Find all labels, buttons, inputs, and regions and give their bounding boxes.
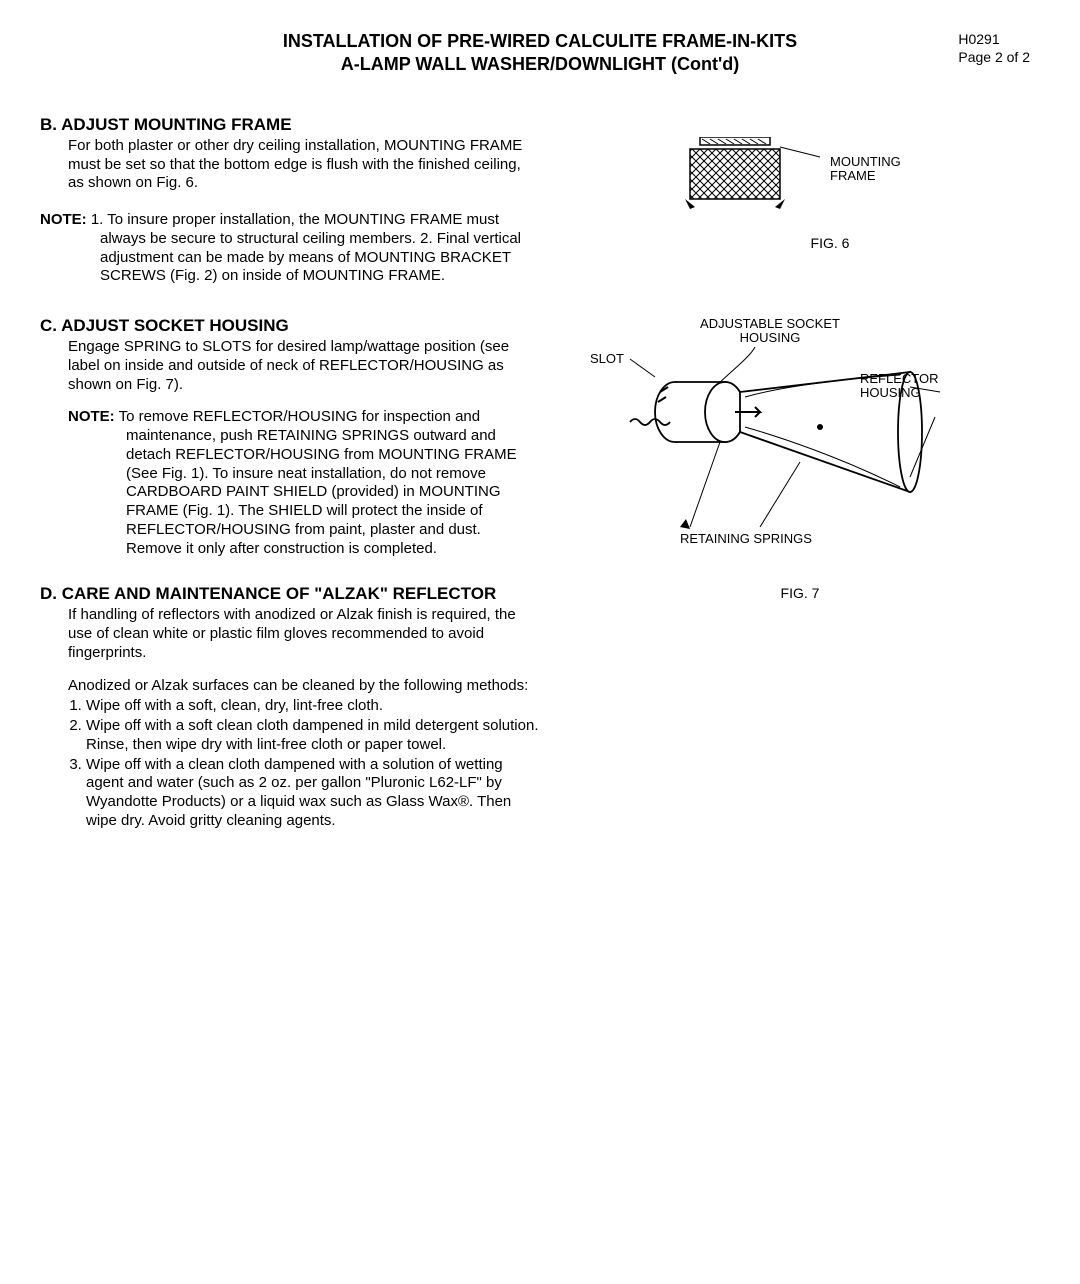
header-right: H0291 Page 2 of 2 bbox=[958, 30, 1030, 66]
figure-6: MOUNTING FRAME FIG. 6 bbox=[560, 137, 1040, 267]
fig7-label-reflector-housing-text: REFLECTOR HOUSING bbox=[860, 371, 939, 400]
fig6-label-text: MOUNTING FRAME bbox=[830, 154, 901, 183]
section-c-note-inline: To remove REFLECTOR/HOUSING for inspecti… bbox=[119, 408, 517, 556]
page: H0291 Page 2 of 2 INSTALLATION OF PRE-WI… bbox=[0, 30, 1080, 872]
fig7-label-retaining-springs: RETAINING SPRINGS bbox=[680, 532, 812, 546]
section-c-note: NOTE: To remove REFLECTOR/HOUSING for in… bbox=[68, 408, 540, 558]
fig6-label-mounting-frame: MOUNTING FRAME bbox=[830, 155, 920, 184]
header-code: H0291 bbox=[958, 30, 1030, 48]
list-item: Wipe off with a soft, clean, dry, lint-f… bbox=[86, 697, 540, 716]
fig7-label-retaining-springs-text: RETAINING SPRINGS bbox=[680, 531, 812, 546]
section-b-note: NOTE: 1. To insure proper installation, … bbox=[40, 211, 540, 286]
fig6-caption: FIG. 6 bbox=[620, 235, 1040, 251]
header-page-line: Page 2 of 2 bbox=[958, 48, 1030, 66]
fig7-label-adjustable-socket-text: ADJUSTABLE SOCKET HOUSING bbox=[700, 316, 840, 345]
section-c-body: Engage SPRING to SLOTS for desired lamp/… bbox=[68, 338, 540, 394]
list-item: Wipe off with a soft clean cloth dampene… bbox=[86, 717, 540, 755]
section-b-body: For both plaster or other dry ceiling in… bbox=[68, 137, 540, 193]
note-label: NOTE: bbox=[40, 211, 87, 228]
note-label: NOTE: bbox=[68, 408, 115, 425]
left-column: B. ADJUST MOUNTING FRAME For both plaste… bbox=[40, 107, 540, 832]
section-d-heading-text: D. CARE AND MAINTENANCE OF "ALZAK" REFLE… bbox=[40, 584, 496, 603]
section-d-list: Wipe off with a soft, clean, dry, lint-f… bbox=[68, 697, 540, 830]
section-b-note-body: 1. To insure proper installation, the MO… bbox=[91, 211, 521, 284]
section-d-body2: Anodized or Alzak surfaces can be cleane… bbox=[68, 677, 540, 696]
fig7-label-adjustable-socket: ADJUSTABLE SOCKET HOUSING bbox=[690, 317, 850, 346]
title-block: INSTALLATION OF PRE-WIRED CALCULITE FRAM… bbox=[40, 30, 1040, 77]
fig7-label-slot: SLOT bbox=[590, 352, 624, 366]
title-line2: A-LAMP WALL WASHER/DOWNLIGHT (Cont'd) bbox=[40, 53, 1040, 76]
section-d-heading: D. CARE AND MAINTENANCE OF "ALZAK" REFLE… bbox=[40, 584, 510, 604]
section-c-heading: C. ADJUST SOCKET HOUSING bbox=[40, 316, 540, 336]
title-line1: INSTALLATION OF PRE-WIRED CALCULITE FRAM… bbox=[40, 30, 1040, 53]
content-columns: B. ADJUST MOUNTING FRAME For both plaste… bbox=[40, 107, 1040, 832]
section-d-body1: If handling of reflectors with anodized … bbox=[68, 606, 540, 662]
list-item: Wipe off with a clean cloth dampened wit… bbox=[86, 756, 540, 831]
figure-7: ADJUSTABLE SOCKET HOUSING SLOT REFLECTOR… bbox=[560, 317, 1040, 597]
right-column: MOUNTING FRAME FIG. 6 ADJUSTABLE SOCKET … bbox=[540, 107, 1040, 832]
section-b-heading: B. ADJUST MOUNTING FRAME bbox=[40, 115, 540, 135]
fig7-caption: FIG. 7 bbox=[560, 585, 1040, 601]
fig7-label-reflector-housing: REFLECTOR HOUSING bbox=[860, 372, 960, 401]
